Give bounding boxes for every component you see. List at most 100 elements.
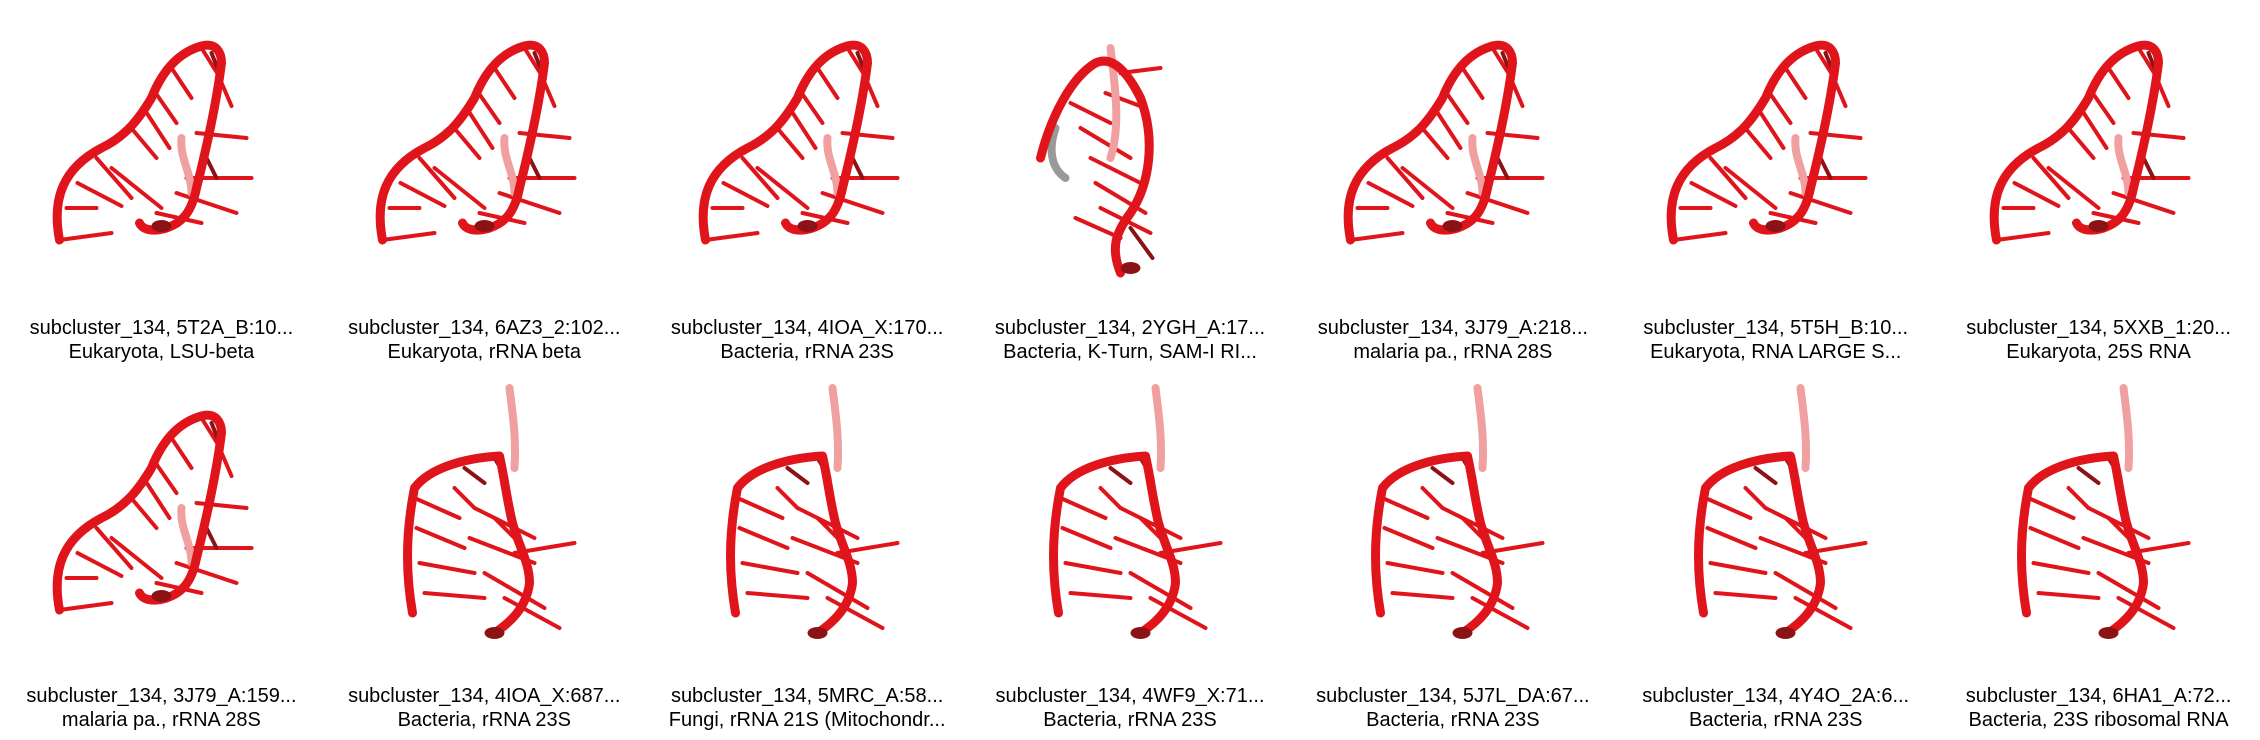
structure-caption: subcluster_134, 5J7L_DA:67... Bacteria, … <box>1291 684 1614 732</box>
base-stick-dark <box>1128 226 1155 260</box>
base-stick <box>464 106 495 150</box>
base-stick <box>775 486 800 510</box>
base-stick <box>815 66 840 100</box>
structure-card[interactable]: subcluster_134, 5T5H_B:10... Eukaryota, … <box>1614 0 1937 370</box>
caption-line2: Bacteria, rRNA 23S <box>1689 709 1863 731</box>
structure-caption: subcluster_134, 5T2A_B:10... Eukaryota, … <box>0 316 323 364</box>
structure-card[interactable]: subcluster_134, 2YGH_A:17... Bacteria, K… <box>969 0 1292 370</box>
backbone-knot <box>1442 220 1463 232</box>
backbone-rear <box>2114 134 2133 197</box>
base-stick <box>57 601 114 612</box>
base-stick <box>1708 156 1748 200</box>
base-stick <box>109 166 164 210</box>
base-stick <box>805 571 870 610</box>
structure-card[interactable]: subcluster_134, 4IOA_X:687... Bacteria, … <box>323 370 646 740</box>
base-stick <box>2031 561 2091 575</box>
base-stick <box>1689 181 1738 208</box>
base-stick-dark <box>1753 466 1778 485</box>
base-stick <box>1793 596 1853 630</box>
structure-card[interactable]: subcluster_134, 4WF9_X:71... Bacteria, r… <box>969 370 1292 740</box>
backbone-knot <box>2088 220 2109 232</box>
base-stick <box>735 496 785 520</box>
backbone <box>2017 451 2149 638</box>
backbone-rear <box>823 134 842 197</box>
base-stick <box>174 561 239 585</box>
base-stick <box>1073 216 1123 240</box>
caption-line1: subcluster_134, 6AZ3_2:102... <box>348 317 621 339</box>
base-stick <box>1713 591 1778 600</box>
base-stick <box>2012 181 2061 208</box>
caption-line2: Eukaryota, rRNA beta <box>387 341 581 363</box>
rna-structure-thumbnail <box>725 384 900 639</box>
structure-caption: subcluster_134, 5T5H_B:10... Eukaryota, … <box>1614 316 1937 364</box>
base-stick <box>1671 231 1728 242</box>
base-stick <box>2086 506 2151 540</box>
base-stick <box>141 106 172 150</box>
base-stick-dark <box>204 156 219 180</box>
caption-line2: malaria pa., rRNA 28S <box>1353 341 1553 363</box>
backbone-grey <box>1047 124 1070 182</box>
rna-structure-thumbnail <box>1048 384 1223 639</box>
rna-structure-thumbnail <box>2017 384 2191 639</box>
structure-card[interactable]: subcluster_134, 5MRC_A:58... Fungi, rRNA… <box>646 370 969 740</box>
structure-card[interactable]: subcluster_134, 3J79_A:218... malaria pa… <box>1291 0 1614 370</box>
base-stick <box>1773 571 1838 610</box>
base-stick <box>1400 166 1455 210</box>
caption-line2: Bacteria, rRNA 23S <box>720 341 894 363</box>
base-stick-dark <box>1108 466 1133 485</box>
structure-card[interactable]: subcluster_134, 5J7L_DA:67... Bacteria, … <box>1291 370 1614 740</box>
rna-structure-thumbnail <box>1371 384 1545 639</box>
caption-line1: subcluster_134, 4IOA_X:687... <box>348 685 621 707</box>
base-stick <box>1348 231 1405 242</box>
base-stick <box>2106 66 2131 100</box>
base-stick <box>1380 496 1430 520</box>
backbone <box>52 40 226 245</box>
structure-card[interactable]: subcluster_134, 4IOA_X:170... Bacteria, … <box>646 0 969 370</box>
structure-card[interactable]: subcluster_134, 5XXB_1:20... Eukaryota, … <box>1937 0 2260 370</box>
base-stick <box>820 191 885 215</box>
base-stick <box>1450 571 1515 610</box>
base-stick <box>1460 66 1485 100</box>
backbone-knot <box>2098 627 2119 639</box>
structure-card[interactable]: subcluster_134, 4Y4O_2A:6... Bacteria, r… <box>1614 370 1937 740</box>
backbone-knot <box>1452 627 1473 639</box>
caption-line2: Bacteria, rRNA 23S <box>1366 709 1540 731</box>
base-stick <box>417 561 477 575</box>
base-stick <box>414 526 467 550</box>
base-stick <box>740 156 780 200</box>
base-stick <box>1078 126 1133 160</box>
structure-card[interactable]: subcluster_134, 6HA1_A:72... Bacteria, 2… <box>1937 370 2260 740</box>
base-stick <box>1060 526 1113 550</box>
structure-card[interactable]: subcluster_134, 5T2A_B:10... Eukaryota, … <box>0 0 323 370</box>
base-stick <box>2064 124 2096 160</box>
base-stick <box>1098 486 1123 510</box>
base-stick <box>1366 181 1415 208</box>
backbone-knot <box>1765 220 1786 232</box>
base-stick <box>1118 506 1183 540</box>
base-stick <box>432 166 487 210</box>
base-stick <box>94 526 134 570</box>
base-stick <box>412 496 462 520</box>
base-stick <box>721 181 770 208</box>
base-stick-dark <box>1495 156 1510 180</box>
backbone-rear <box>1796 384 1811 472</box>
backbone-knot <box>1130 627 1151 639</box>
rna-structure-thumbnail <box>1666 40 1868 245</box>
base-stick-dark <box>1818 156 1833 180</box>
structure-card[interactable]: subcluster_134, 3J79_A:159... malaria pa… <box>0 370 323 740</box>
base-stick <box>773 124 805 160</box>
rna-structure-thumbnail <box>1694 384 1868 639</box>
base-stick <box>755 166 810 210</box>
structure-card[interactable]: subcluster_134, 6AZ3_2:102... Eukaryota,… <box>323 0 646 370</box>
backbone <box>698 40 872 245</box>
base-stick <box>1418 124 1450 160</box>
backbone-knot <box>807 627 828 639</box>
base-stick <box>2066 486 2091 510</box>
base-stick <box>1440 506 1505 540</box>
caption-line1: subcluster_134, 4WF9_X:71... <box>995 685 1265 707</box>
rna-structure-thumbnail <box>1989 40 2191 245</box>
structure-caption: subcluster_134, 4WF9_X:71... Bacteria, r… <box>969 684 1292 732</box>
base-stick <box>398 181 447 208</box>
caption-line1: subcluster_134, 5MRC_A:58... <box>670 685 944 707</box>
